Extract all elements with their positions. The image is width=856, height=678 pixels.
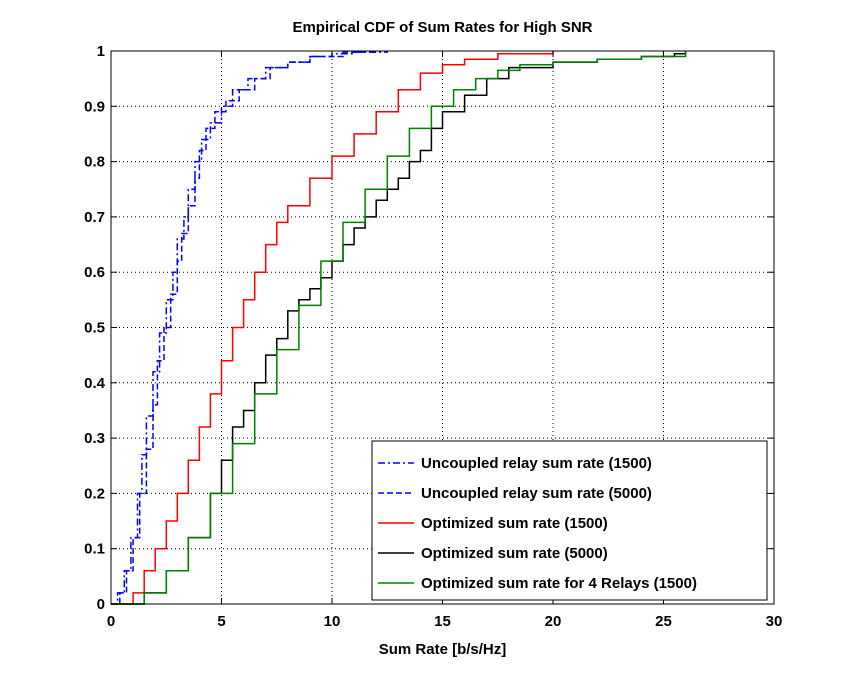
y-tick-label: 0 <box>97 596 105 613</box>
legend-label-5: Optimized sum rate for 4 Relays (1500) <box>421 575 697 592</box>
axis-ticks: 0 5 10 15 20 25 30 0 0.1 0.2 0.3 0.4 0.5 0.6 0.7 0.8 0.9… <box>84 43 782 630</box>
x-tick-label: 0 <box>107 613 115 630</box>
x-tick-label: 20 <box>545 613 562 630</box>
legend: Uncoupled relay sum rate (1500) Uncoupled… <box>371 440 768 601</box>
x-tick-label: 25 <box>655 613 672 630</box>
y-tick-label: 0.8 <box>84 154 105 171</box>
x-tick-label: 30 <box>766 613 783 630</box>
legend-label-2: Uncoupled relay sum rate (5000) <box>421 485 652 502</box>
legend-box <box>371 440 768 601</box>
series-line-5 <box>111 51 687 605</box>
legend-label-4: Optimized sum rate (5000) <box>421 545 608 562</box>
x-axis-label: Sum Rate [b/s/Hz] <box>379 641 507 658</box>
y-tick-label: 0.7 <box>84 209 105 226</box>
y-tick-label: 0.5 <box>84 320 105 337</box>
x-tick-label: 15 <box>434 613 451 630</box>
y-tick-label: 0.6 <box>84 264 105 281</box>
y-tick-label: 1 <box>97 43 105 60</box>
x-tick-label: 10 <box>324 613 341 630</box>
y-tick-label: 0.3 <box>84 430 105 447</box>
y-tick-label: 0.2 <box>84 485 105 502</box>
series-line-3 <box>111 51 554 605</box>
series-layer <box>111 51 687 605</box>
y-tick-label: 0.4 <box>84 375 106 392</box>
chart-title: Empirical CDF of Sum Rates for High SNR <box>292 19 592 36</box>
y-tick-label: 0.1 <box>84 541 105 558</box>
legend-label-3: Optimized sum rate (1500) <box>421 515 608 532</box>
series-line-2 <box>111 51 377 605</box>
y-tick-label: 0.9 <box>84 98 105 115</box>
legend-label-1: Uncoupled relay sum rate (1500) <box>421 455 652 472</box>
x-tick-label: 5 <box>217 613 225 630</box>
